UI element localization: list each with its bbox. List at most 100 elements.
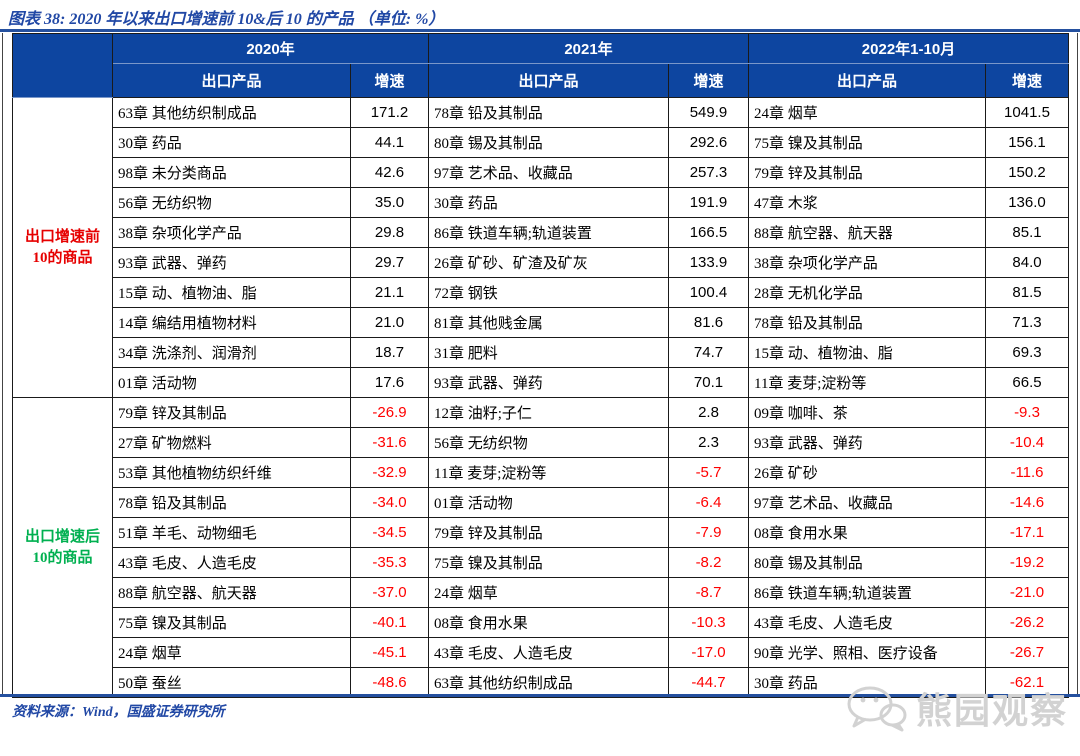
bottom-rule-divider <box>0 694 1080 697</box>
section-label-line: 10的商品 <box>32 549 93 566</box>
group-header-2020: 2020年 <box>112 33 429 64</box>
product-cell: 80章 锡及其制品 <box>428 127 669 158</box>
product-cell: 12章 油籽;子仁 <box>428 397 669 428</box>
product-cell: 28章 无机化学品 <box>748 277 986 308</box>
product-cell: 47章 木浆 <box>748 187 986 218</box>
product-cell: 43章 毛皮、人造毛皮 <box>748 607 986 638</box>
rate-cell: -44.7 <box>668 667 749 698</box>
rate-cell: 191.9 <box>668 187 749 218</box>
col-header-rate: 增速 <box>985 63 1069 98</box>
product-cell: 38章 杂项化学产品 <box>748 247 986 278</box>
section-label: 出口增速后 10的商品 <box>12 397 113 698</box>
product-cell: 79章 锌及其制品 <box>428 517 669 548</box>
header-spacer-cell <box>12 33 113 98</box>
table-row: 43章 毛皮、人造毛皮 -35.3 75章 镍及其制品 -8.2 80章 锡及其制品 -1… <box>13 547 1069 578</box>
product-cell: 56章 无纺织物 <box>428 427 669 458</box>
table-row: 出口增速前 10的商品 63章 其他纺织制成品 171.2 78章 铅及其制品 549.9… <box>12 97 1069 398</box>
product-cell: 09章 咖啡、茶 <box>748 397 986 428</box>
rate-cell: 21.1 <box>350 277 429 308</box>
product-cell: 15章 动、植物油、脂 <box>748 337 986 368</box>
product-cell: 86章 铁道车辆;轨道装置 <box>428 217 669 248</box>
group-header-2021: 2021年 <box>428 33 749 64</box>
rate-cell: 29.7 <box>350 247 429 278</box>
rate-cell: -34.5 <box>350 517 429 548</box>
product-cell: 30章 药品 <box>428 187 669 218</box>
product-cell: 56章 无纺织物 <box>112 187 351 218</box>
rate-cell: -40.1 <box>350 607 429 638</box>
watermark: 熊园观察 <box>846 682 1068 734</box>
rate-cell: 84.0 <box>985 247 1069 278</box>
wechat-icon <box>846 684 908 732</box>
watermark-text: 熊园观察 <box>915 690 1068 731</box>
rate-cell: 100.4 <box>668 277 749 308</box>
rate-cell: 150.2 <box>985 157 1069 188</box>
product-cell: 81章 其他贱金属 <box>428 307 669 338</box>
table-row: 98章 未分类商品 42.6 97章 艺术品、收藏品 257.3 79章 锌及其制品 15… <box>13 157 1069 188</box>
rate-cell: -48.6 <box>350 667 429 698</box>
product-cell: 93章 武器、弹药 <box>112 247 351 278</box>
rate-cell: -26.2 <box>985 607 1069 638</box>
table-row: 75章 镍及其制品 -40.1 08章 食用水果 -10.3 43章 毛皮、人造毛皮 -2… <box>13 607 1069 638</box>
top-rule-divider <box>0 29 1080 32</box>
rate-cell: 156.1 <box>985 127 1069 158</box>
table-row: 01章 活动物 17.6 93章 武器、弹药 70.1 11章 麦芽;淀粉等 66.5 <box>13 367 1069 398</box>
product-cell: 24章 烟草 <box>112 637 351 668</box>
col-header-product: 出口产品 <box>748 63 986 98</box>
rate-cell: 69.3 <box>985 337 1069 368</box>
product-cell: 80章 锡及其制品 <box>748 547 986 578</box>
rate-cell: 74.7 <box>668 337 749 368</box>
rate-cell: -6.4 <box>668 487 749 518</box>
product-cell: 43章 毛皮、人造毛皮 <box>112 547 351 578</box>
product-cell: 63章 其他纺织制成品 <box>112 97 351 128</box>
rate-cell: 292.6 <box>668 127 749 158</box>
rate-cell: 171.2 <box>350 97 429 128</box>
table-row: 14章 编结用植物材料 21.0 81章 其他贱金属 81.6 78章 铅及其制品 71.… <box>13 307 1069 338</box>
rate-cell: 2.8 <box>668 397 749 428</box>
figure-title: 图表 38: 2020 年以来出口增速前 10&后 10 的产品 （单位: %） <box>8 11 445 28</box>
product-cell: 88章 航空器、航天器 <box>748 217 986 248</box>
col-header-rate: 增速 <box>350 63 429 98</box>
rate-cell: -17.0 <box>668 637 749 668</box>
product-cell: 30章 药品 <box>112 127 351 158</box>
table-row: 78章 铅及其制品 -34.0 01章 活动物 -6.4 97章 艺术品、收藏品 -14.… <box>13 487 1069 518</box>
product-cell: 79章 锌及其制品 <box>112 397 351 428</box>
rate-cell: -62.1 <box>985 667 1069 698</box>
product-cell: 15章 动、植物油、脂 <box>112 277 351 308</box>
product-cell: 01章 活动物 <box>112 367 351 398</box>
section-label-line: 出口增速前 <box>24 229 100 246</box>
product-cell: 01章 活动物 <box>428 487 669 518</box>
table-row: 53章 其他植物纺织纤维 -32.9 11章 麦芽;淀粉等 -5.7 26章 矿砂 -11… <box>13 457 1069 488</box>
product-cell: 24章 烟草 <box>748 97 986 128</box>
product-cell: 72章 钢铁 <box>428 277 669 308</box>
rate-cell: 21.0 <box>350 307 429 338</box>
rate-cell: 70.1 <box>668 367 749 398</box>
product-cell: 38章 杂项化学产品 <box>112 217 351 248</box>
product-cell: 75章 镍及其制品 <box>428 547 669 578</box>
rate-cell: -26.9 <box>350 397 429 428</box>
rate-cell: -10.4 <box>985 427 1069 458</box>
col-header-rate: 增速 <box>668 63 749 98</box>
product-cell: 93章 武器、弹药 <box>748 427 986 458</box>
table-row: 34章 洗涤剂、润滑剂 18.7 31章 肥料 74.7 15章 动、植物油、脂 69.3 <box>13 337 1069 368</box>
rate-cell: -45.1 <box>350 637 429 668</box>
product-cell: 97章 艺术品、收藏品 <box>748 487 986 518</box>
rate-cell: -35.3 <box>350 547 429 578</box>
product-cell: 08章 食用水果 <box>428 607 669 638</box>
product-cell: 11章 麦芽;淀粉等 <box>428 457 669 488</box>
right-edge-rule <box>1077 33 1078 694</box>
product-cell: 90章 光学、照相、医疗设备 <box>748 637 986 668</box>
table-row: 27章 矿物燃料 -31.6 56章 无纺织物 2.3 93章 武器、弹药 -10.4 <box>13 427 1069 458</box>
rate-cell: -26.7 <box>985 637 1069 668</box>
product-cell: 63章 其他纺织制成品 <box>428 667 669 698</box>
section-label-line: 出口增速后 <box>24 529 100 546</box>
table-row: 24章 烟草 -45.1 43章 毛皮、人造毛皮 -17.0 90章 光学、照相、医疗设… <box>13 637 1069 668</box>
table-body: 出口增速前 10的商品 63章 其他纺织制成品 171.2 78章 铅及其制品 549.9… <box>12 97 1069 698</box>
product-cell: 79章 锌及其制品 <box>748 157 986 188</box>
rate-cell: -34.0 <box>350 487 429 518</box>
export-growth-table: 2020年 2021年 2022年1-10月 出口产品 增速 出口产品 增速 出… <box>12 33 1069 698</box>
rate-cell: -9.3 <box>985 397 1069 428</box>
rate-cell: 35.0 <box>350 187 429 218</box>
product-cell: 78章 铅及其制品 <box>428 97 669 128</box>
product-cell: 14章 编结用植物材料 <box>112 307 351 338</box>
